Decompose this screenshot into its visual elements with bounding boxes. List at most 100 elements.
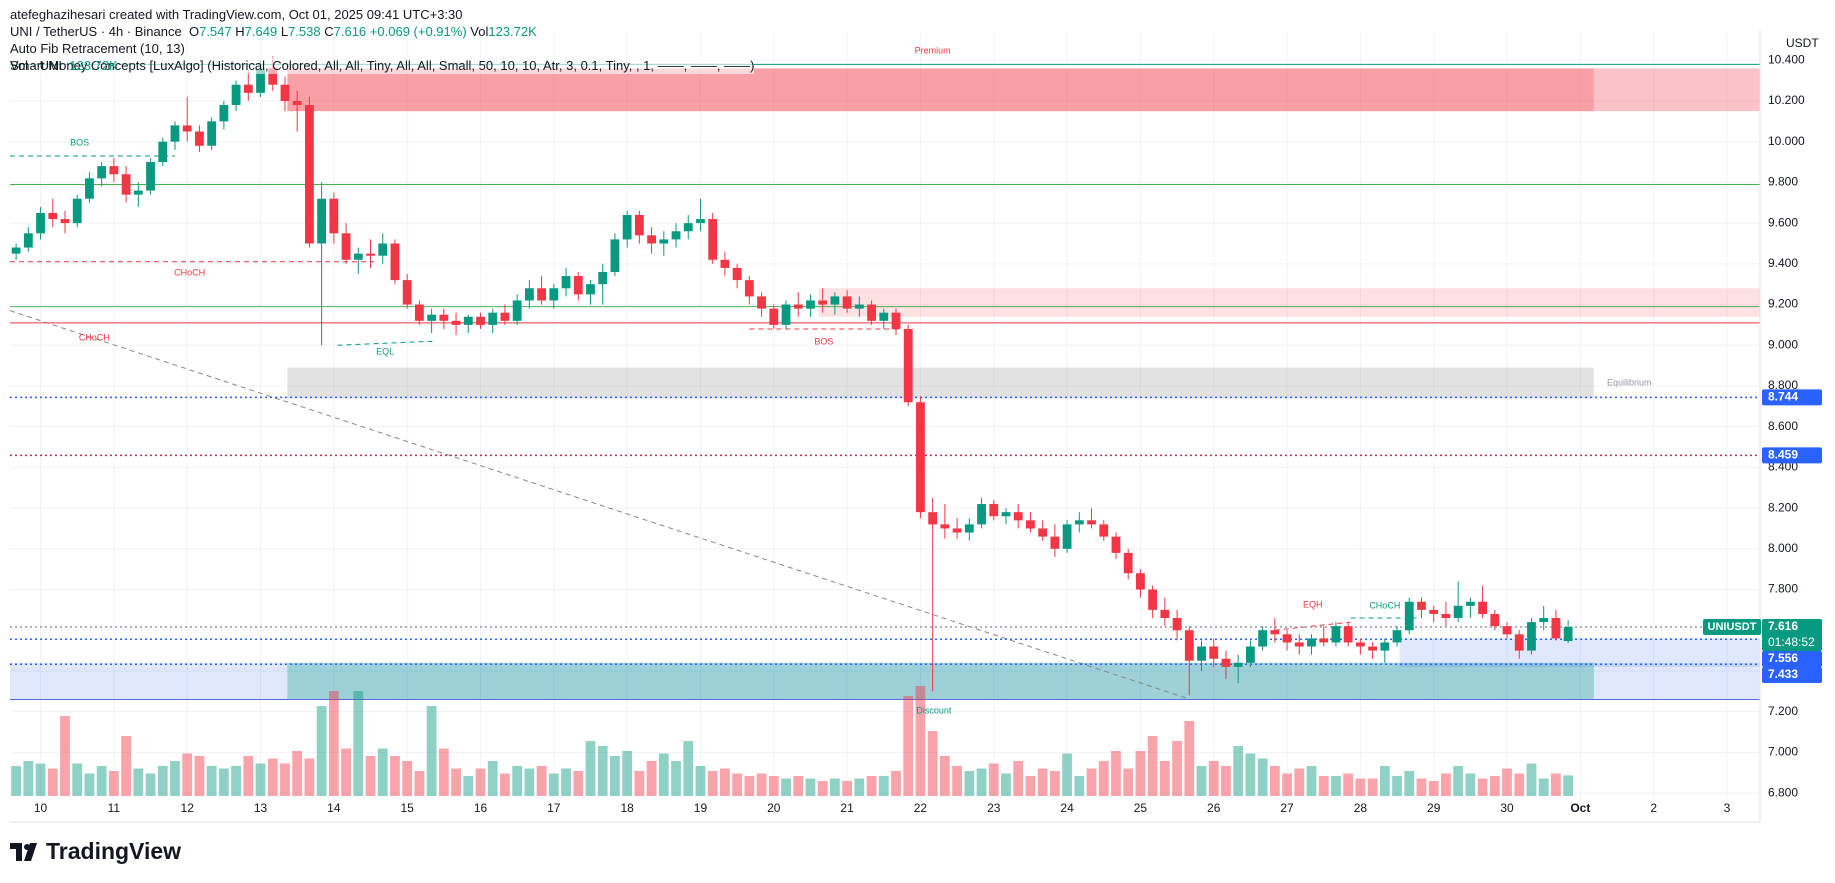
candle-body (622, 214, 632, 240)
volume-bar (96, 766, 107, 796)
candle-body (1233, 662, 1243, 667)
candle-body (207, 121, 217, 146)
volume-bar (1306, 766, 1317, 796)
ohlc-key: L (280, 24, 289, 39)
candle-body (1026, 520, 1035, 529)
volume-bar (1392, 776, 1402, 796)
volume-bar (451, 768, 461, 796)
volume-bar (1514, 773, 1525, 796)
candle-body (586, 284, 595, 295)
volume-bar (304, 758, 315, 796)
vol-key: Vol (470, 24, 489, 39)
volume-bar (365, 756, 376, 796)
candle-body (1209, 646, 1219, 659)
volume-bar (426, 706, 437, 796)
volume-bar (1416, 778, 1427, 796)
candle-body (402, 280, 412, 305)
volume-bar (1159, 761, 1170, 796)
candle-body (256, 68, 265, 93)
x-tick-label: 14 (327, 801, 341, 815)
volume-bar (634, 771, 645, 796)
x-tick-label: 12 (181, 801, 195, 815)
volume-bar (341, 748, 351, 796)
candle-body (610, 239, 620, 272)
candle-body (524, 288, 534, 301)
x-tick-label: 11 (108, 801, 121, 815)
y-tick-label: 7.200 (1768, 704, 1798, 718)
candle-body (659, 239, 669, 244)
annotation: BOS (70, 137, 89, 147)
zone (819, 288, 1760, 317)
volume-bar (817, 781, 828, 796)
volume-bar (610, 756, 620, 796)
volume-bar (915, 686, 926, 796)
candle-body (781, 304, 791, 325)
x-tick-label: 27 (1280, 801, 1294, 815)
volume-bar (121, 736, 131, 796)
candle-body (1087, 520, 1096, 525)
y-tick-label: 7.000 (1768, 745, 1798, 759)
volume-bar (23, 761, 34, 796)
annotation: EQL (376, 347, 394, 357)
y-tick-label: 8.200 (1768, 500, 1798, 514)
candle-body (1184, 630, 1194, 661)
volume-bar (573, 771, 584, 796)
volume-bar (267, 758, 278, 796)
x-tick-label: 23 (987, 801, 1001, 815)
price-label-box (1762, 618, 1822, 651)
volume-bar (1208, 761, 1219, 796)
volume-bar (891, 771, 901, 796)
credit: atefeghazihesari created with TradingVie… (10, 7, 463, 22)
candle-body (879, 312, 889, 321)
candle-body (598, 271, 608, 285)
candle-body (1441, 613, 1451, 619)
candle-body (378, 243, 388, 256)
y-tick-label: 9.200 (1768, 297, 1798, 311)
candle-body (842, 296, 852, 309)
candle-body (1258, 630, 1268, 647)
x-tick-label: 2 (1650, 801, 1657, 815)
volume-bar (988, 763, 999, 796)
annotation: CHoCH (174, 267, 205, 277)
x-tick-label: 30 (1500, 801, 1514, 815)
candle-body (1355, 642, 1365, 647)
volume-bar (218, 768, 229, 796)
volume-bar (157, 766, 168, 796)
candle-body (500, 312, 510, 321)
candle-body (353, 253, 363, 260)
volume-bar (1563, 775, 1574, 796)
candle-body (1392, 630, 1402, 643)
candle-body (1062, 524, 1072, 549)
zone (287, 662, 1594, 700)
candle-body (48, 212, 58, 220)
candle-body (1490, 613, 1500, 627)
volume-bar (683, 741, 694, 796)
candle-body (97, 166, 107, 179)
logo-icon (10, 842, 37, 861)
candle-body (23, 233, 33, 248)
volume-bar (548, 773, 559, 796)
volume-bar (805, 778, 816, 796)
chart: Premium Equilibrium Discount BOS CHoCH CHoCH E… (10, 30, 1822, 823)
volume-bar (585, 741, 596, 796)
candle-body (1539, 618, 1549, 623)
volume-bar (1123, 768, 1134, 796)
volume-bar (292, 751, 303, 796)
y-tick-label: 6.800 (1768, 785, 1798, 799)
candle-body (512, 300, 522, 321)
volume-bar (1453, 766, 1464, 796)
volume-bar (500, 773, 510, 796)
candle-body (1551, 618, 1561, 639)
volume-bar (1318, 776, 1329, 796)
candle-body (1319, 638, 1329, 643)
candle-body (928, 512, 938, 525)
candle-body (158, 141, 168, 163)
volume-bar (646, 761, 657, 796)
indicator: Smart Money Concepts [LuxAlgo] (Historic… (10, 57, 755, 74)
volume-bar (1477, 778, 1488, 796)
price-label: 7.556 (1768, 651, 1798, 665)
volume-bar (658, 753, 669, 796)
volume-bar (1001, 773, 1011, 796)
x-tick-label: 17 (547, 801, 561, 815)
candle-body (1453, 605, 1463, 619)
